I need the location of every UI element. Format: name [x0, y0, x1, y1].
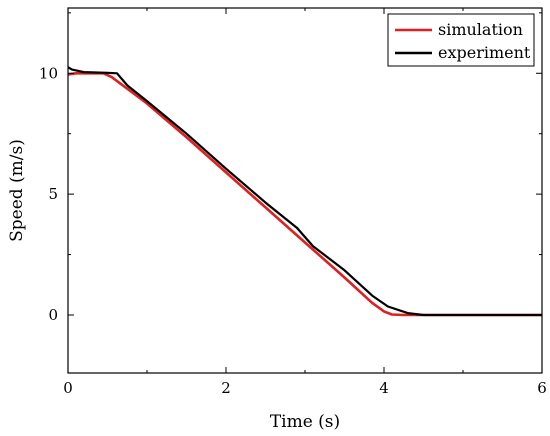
x-tick-label: 6 — [537, 379, 547, 397]
series-line-experiment — [67, 66, 542, 317]
legend-label-experiment: experiment — [438, 43, 531, 62]
y-axis-label: Speed (m/s) — [7, 139, 27, 242]
legend-box — [387, 13, 535, 67]
x-axis-label: Time (s) — [270, 412, 340, 432]
x-tick-label: 0 — [63, 379, 73, 397]
series-layer — [67, 66, 542, 317]
series-line-simulation — [67, 72, 542, 317]
legend: simulation experiment — [387, 13, 535, 67]
y-tick-label: 5 — [48, 185, 58, 203]
x-tick-label: 4 — [379, 379, 389, 397]
ticks-layer: 0 2 4 6 0 5 10 — [39, 8, 547, 397]
legend-label-simulation: simulation — [438, 20, 523, 39]
y-tick-label: 10 — [39, 64, 58, 82]
x-tick-label: 2 — [221, 379, 231, 397]
y-tick-label: 0 — [48, 306, 58, 324]
